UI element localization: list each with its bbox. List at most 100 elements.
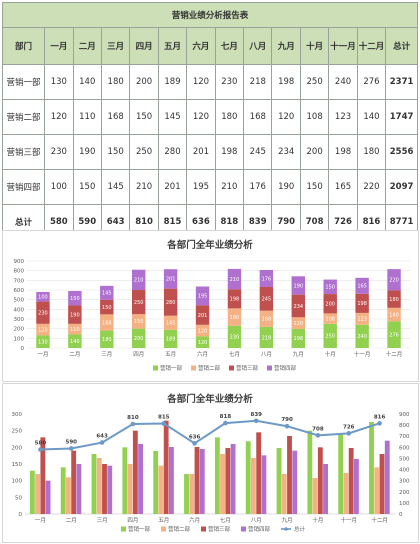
stacked-bar-segment (68, 305, 82, 324)
segment-value-label: 210 (134, 278, 144, 284)
value-cell[interactable]: 198 (328, 134, 358, 170)
value-cell[interactable]: 120 (44, 99, 74, 135)
total-line-point (377, 421, 382, 426)
total-value-label: 726 (343, 424, 355, 430)
value-cell[interactable]: 150 (72, 169, 102, 205)
value-cell[interactable]: 250 (129, 134, 159, 170)
header-cell[interactable]: 三月 (100, 27, 131, 65)
value-cell[interactable]: 150 (129, 99, 159, 135)
x-tick-label: 二月 (69, 351, 80, 358)
row-total-cell[interactable]: 2371 (385, 64, 418, 100)
value-cell[interactable]: 176 (243, 169, 273, 205)
clustered-bar (184, 474, 189, 514)
y-tick-label: 700 (14, 278, 25, 284)
value-cell[interactable]: 168 (243, 99, 273, 135)
value-cell[interactable]: 218 (243, 64, 273, 100)
segment-value-label: 180 (102, 337, 112, 343)
segment-value-label: 200 (325, 302, 335, 308)
total-line-point (68, 446, 74, 451)
row-total-cell[interactable]: 1747 (385, 99, 418, 135)
value-cell[interactable]: 220 (356, 169, 387, 205)
value-cell[interactable]: 245 (243, 134, 273, 170)
value-cell[interactable]: 120 (271, 99, 301, 135)
value-cell[interactable]: 200 (299, 134, 330, 170)
header-cell[interactable]: 二月 (72, 27, 102, 65)
value-cell[interactable]: 180 (214, 99, 245, 135)
value-cell[interactable]: 190 (72, 134, 102, 170)
header-cell[interactable]: 四月 (129, 27, 159, 65)
value-cell[interactable]: 210 (214, 169, 245, 205)
value-cell[interactable]: 130 (44, 64, 74, 100)
value-cell[interactable]: 145 (157, 99, 188, 135)
value-cell[interactable]: 165 (328, 169, 358, 205)
header-cell[interactable]: 九月 (271, 27, 301, 65)
value-cell[interactable]: 198 (214, 134, 245, 170)
value-cell[interactable]: 168 (100, 99, 131, 135)
value-cell[interactable]: 150 (299, 169, 330, 205)
value-cell[interactable]: 108 (299, 99, 330, 135)
header-cell[interactable]: 十一月 (328, 27, 358, 65)
value-cell[interactable]: 189 (157, 64, 188, 100)
stacked-bar-segment (355, 312, 369, 325)
value-cell[interactable]: 280 (157, 134, 188, 170)
row-label-cell[interactable]: 营销一部 (1, 64, 46, 100)
header-cell[interactable]: 五月 (157, 27, 188, 65)
header-cell[interactable]: 总计 (385, 27, 418, 65)
value-cell[interactable]: 120 (186, 99, 216, 135)
value-cell[interactable]: 198 (271, 64, 301, 100)
value-cell[interactable]: 150 (100, 134, 131, 170)
row-label-cell[interactable]: 营销四部 (1, 169, 46, 205)
clustered-bar (96, 458, 102, 514)
value-cell[interactable]: 234 (271, 134, 301, 170)
value-cell[interactable]: 145 (100, 169, 131, 205)
legend-line-marker (284, 527, 288, 531)
clustered-bar (127, 464, 133, 514)
x-tick-label: 十二月 (371, 516, 388, 524)
clustered-bar (29, 470, 35, 514)
header-cell[interactable]: 七月 (214, 27, 245, 65)
value-cell[interactable]: 210 (129, 169, 159, 205)
row-total-cell[interactable]: 2097 (385, 169, 418, 205)
stacked-bar-segment (100, 299, 114, 315)
value-cell[interactable]: 190 (271, 169, 301, 205)
row-total-cell[interactable]: 2556 (385, 134, 418, 170)
clustered-bar (384, 440, 390, 514)
value-cell[interactable]: 123 (328, 99, 358, 135)
legend-swatch (229, 365, 234, 371)
value-cell[interactable]: 250 (299, 64, 330, 100)
chart-title: 各部门全年业绩分析 (166, 393, 253, 405)
value-cell[interactable]: 240 (328, 64, 358, 100)
segment-value-label: 145 (166, 321, 176, 327)
value-cell[interactable]: 276 (356, 64, 387, 100)
header-cell[interactable]: 一月 (44, 27, 74, 65)
header-cell[interactable]: 六月 (186, 27, 216, 65)
x-tick-label: 三月 (97, 517, 108, 524)
clustered-bar (102, 464, 107, 514)
clustered-bar (168, 447, 174, 514)
value-cell[interactable]: 230 (214, 64, 245, 100)
header-cell[interactable]: 十二月 (356, 27, 387, 65)
y-tick-label: 300 (14, 317, 25, 323)
legend-swatch (191, 365, 196, 371)
row-label-cell[interactable]: 营销二部 (1, 99, 46, 135)
row-label-cell[interactable]: 营销三部 (1, 134, 46, 170)
value-cell[interactable]: 140 (356, 99, 387, 135)
clustered-bar (323, 464, 328, 514)
value-cell[interactable]: 195 (186, 169, 216, 205)
value-cell[interactable]: 110 (72, 99, 102, 135)
header-cell[interactable]: 八月 (243, 27, 273, 65)
value-cell[interactable]: 180 (356, 134, 387, 170)
header-cell[interactable]: 部门 (1, 27, 46, 65)
stacked-bar-segment (355, 293, 369, 313)
value-cell[interactable]: 230 (44, 134, 74, 170)
value-cell[interactable]: 180 (100, 64, 131, 100)
value-cell[interactable]: 120 (186, 64, 216, 100)
total-value-label: 816 (374, 414, 386, 420)
value-cell[interactable]: 200 (129, 64, 159, 100)
header-cell[interactable]: 十月 (299, 27, 330, 65)
value-cell[interactable]: 201 (157, 169, 188, 205)
value-cell[interactable]: 140 (72, 64, 102, 100)
value-cell[interactable]: 201 (186, 134, 216, 170)
legend-swatch (267, 365, 272, 371)
value-cell[interactable]: 100 (44, 169, 74, 205)
